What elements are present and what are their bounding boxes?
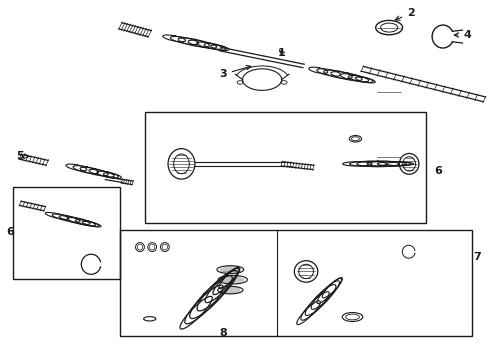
Text: 6: 6 bbox=[434, 166, 442, 176]
Text: 6: 6 bbox=[6, 227, 14, 237]
Text: 2: 2 bbox=[395, 8, 415, 20]
Text: 3: 3 bbox=[219, 66, 251, 79]
Bar bbox=[121, 230, 472, 336]
Bar bbox=[13, 187, 121, 279]
Bar bbox=[145, 112, 426, 223]
Text: 7: 7 bbox=[473, 252, 481, 262]
Text: 8: 8 bbox=[219, 328, 227, 338]
Text: 1: 1 bbox=[278, 48, 286, 58]
Text: 4: 4 bbox=[454, 30, 471, 40]
Text: 5: 5 bbox=[17, 150, 29, 161]
